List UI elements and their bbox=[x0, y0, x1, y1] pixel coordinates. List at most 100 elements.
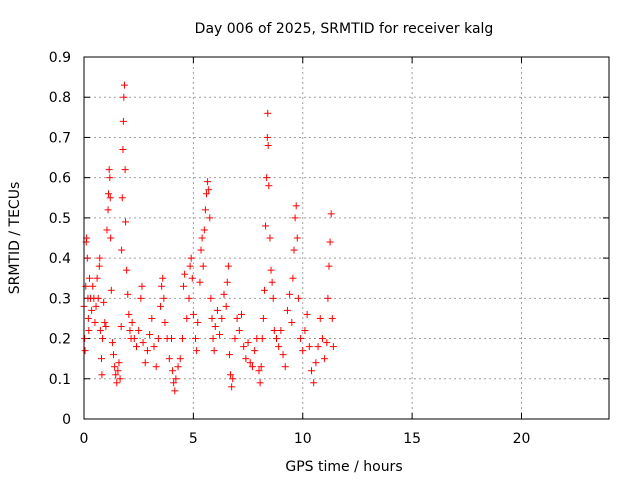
data-point bbox=[141, 359, 149, 367]
data-point bbox=[327, 210, 335, 218]
data-point bbox=[158, 282, 166, 290]
data-point bbox=[260, 286, 268, 294]
data-point bbox=[267, 266, 275, 274]
y-tick-label: 0.2 bbox=[49, 332, 71, 348]
data-point bbox=[273, 335, 280, 343]
data-point bbox=[105, 166, 113, 174]
x-axis-label: GPS time / hours bbox=[285, 459, 402, 475]
data-point bbox=[321, 355, 329, 363]
axis-tick-labels: 0 0.1 0.2 0.3 0.4 0.5 0.6 0.7 0.8 0.9 0 5 10 15 20 bbox=[49, 50, 531, 447]
data-point bbox=[244, 339, 252, 347]
data-point bbox=[101, 318, 109, 326]
data-point bbox=[297, 335, 305, 343]
data-point bbox=[188, 274, 196, 282]
data-point bbox=[279, 351, 287, 359]
data-point bbox=[174, 363, 182, 371]
data-point bbox=[123, 266, 131, 274]
axis-ticks bbox=[83, 56, 609, 420]
data-point bbox=[289, 274, 297, 282]
y-tick-label: 0.6 bbox=[49, 171, 71, 187]
data-point bbox=[168, 335, 175, 343]
data-point bbox=[325, 262, 333, 270]
data-point bbox=[187, 254, 195, 262]
data-point bbox=[118, 246, 126, 254]
data-points bbox=[80, 81, 337, 395]
data-point bbox=[152, 363, 160, 371]
x-tick-label: 15 bbox=[403, 431, 421, 447]
data-point bbox=[314, 343, 322, 351]
data-point bbox=[137, 294, 145, 302]
data-point bbox=[95, 262, 103, 270]
x-tick-label: 20 bbox=[513, 431, 531, 447]
data-point bbox=[102, 322, 110, 330]
data-point bbox=[171, 387, 179, 395]
data-point bbox=[81, 335, 89, 343]
data-point bbox=[193, 347, 201, 355]
data-point bbox=[130, 335, 138, 343]
data-point bbox=[170, 379, 178, 387]
data-point bbox=[81, 347, 89, 355]
data-point bbox=[290, 246, 298, 254]
data-point bbox=[208, 314, 216, 322]
data-point bbox=[143, 347, 151, 355]
grid-lines bbox=[84, 57, 609, 419]
data-point bbox=[138, 282, 146, 290]
data-point bbox=[328, 314, 336, 322]
data-point bbox=[111, 363, 119, 371]
chart-title: Day 006 of 2025, SRMTID for receiver kal… bbox=[195, 21, 494, 37]
data-point bbox=[107, 234, 115, 242]
data-point bbox=[96, 254, 104, 262]
data-point bbox=[213, 306, 221, 314]
x-tick-label: 5 bbox=[189, 431, 198, 447]
data-point bbox=[256, 379, 264, 387]
data-point bbox=[294, 294, 302, 302]
data-point bbox=[185, 294, 193, 302]
data-point bbox=[159, 274, 167, 282]
data-point bbox=[160, 294, 168, 302]
data-point bbox=[150, 343, 158, 351]
data-point bbox=[83, 254, 91, 262]
data-point bbox=[120, 81, 128, 89]
data-point bbox=[324, 294, 332, 302]
data-point bbox=[176, 355, 184, 363]
y-tick-label: 0 bbox=[62, 412, 71, 428]
data-point bbox=[165, 355, 173, 363]
y-tick-label: 0.8 bbox=[49, 90, 71, 106]
data-point bbox=[316, 314, 324, 322]
data-point bbox=[198, 234, 206, 242]
data-point bbox=[248, 363, 256, 371]
data-point bbox=[189, 310, 197, 318]
data-point bbox=[125, 310, 133, 318]
data-point bbox=[94, 294, 102, 302]
x-tick-label: 10 bbox=[294, 431, 312, 447]
y-tick-label: 0.9 bbox=[49, 50, 71, 66]
data-point bbox=[242, 355, 250, 363]
data-point bbox=[207, 294, 215, 302]
data-point bbox=[222, 302, 230, 310]
data-point bbox=[266, 234, 274, 242]
data-point bbox=[89, 282, 97, 290]
data-point bbox=[238, 310, 245, 318]
data-point bbox=[233, 314, 241, 322]
data-point bbox=[270, 327, 278, 335]
data-point bbox=[291, 214, 299, 222]
data-point bbox=[246, 359, 254, 367]
data-point bbox=[186, 262, 194, 270]
data-point bbox=[310, 379, 318, 387]
data-point bbox=[277, 327, 285, 335]
data-point bbox=[133, 343, 140, 351]
data-point bbox=[225, 351, 233, 359]
data-point bbox=[96, 327, 104, 335]
data-point bbox=[281, 363, 289, 371]
data-point bbox=[178, 335, 186, 343]
data-point bbox=[135, 327, 143, 335]
data-point bbox=[210, 347, 218, 355]
data-point bbox=[118, 194, 126, 202]
data-point bbox=[106, 174, 114, 182]
data-point bbox=[305, 343, 313, 351]
data-point bbox=[197, 246, 205, 254]
data-point bbox=[286, 290, 294, 298]
data-point bbox=[105, 190, 112, 198]
y-axis-label: SRMTID / TECUs bbox=[7, 182, 23, 295]
